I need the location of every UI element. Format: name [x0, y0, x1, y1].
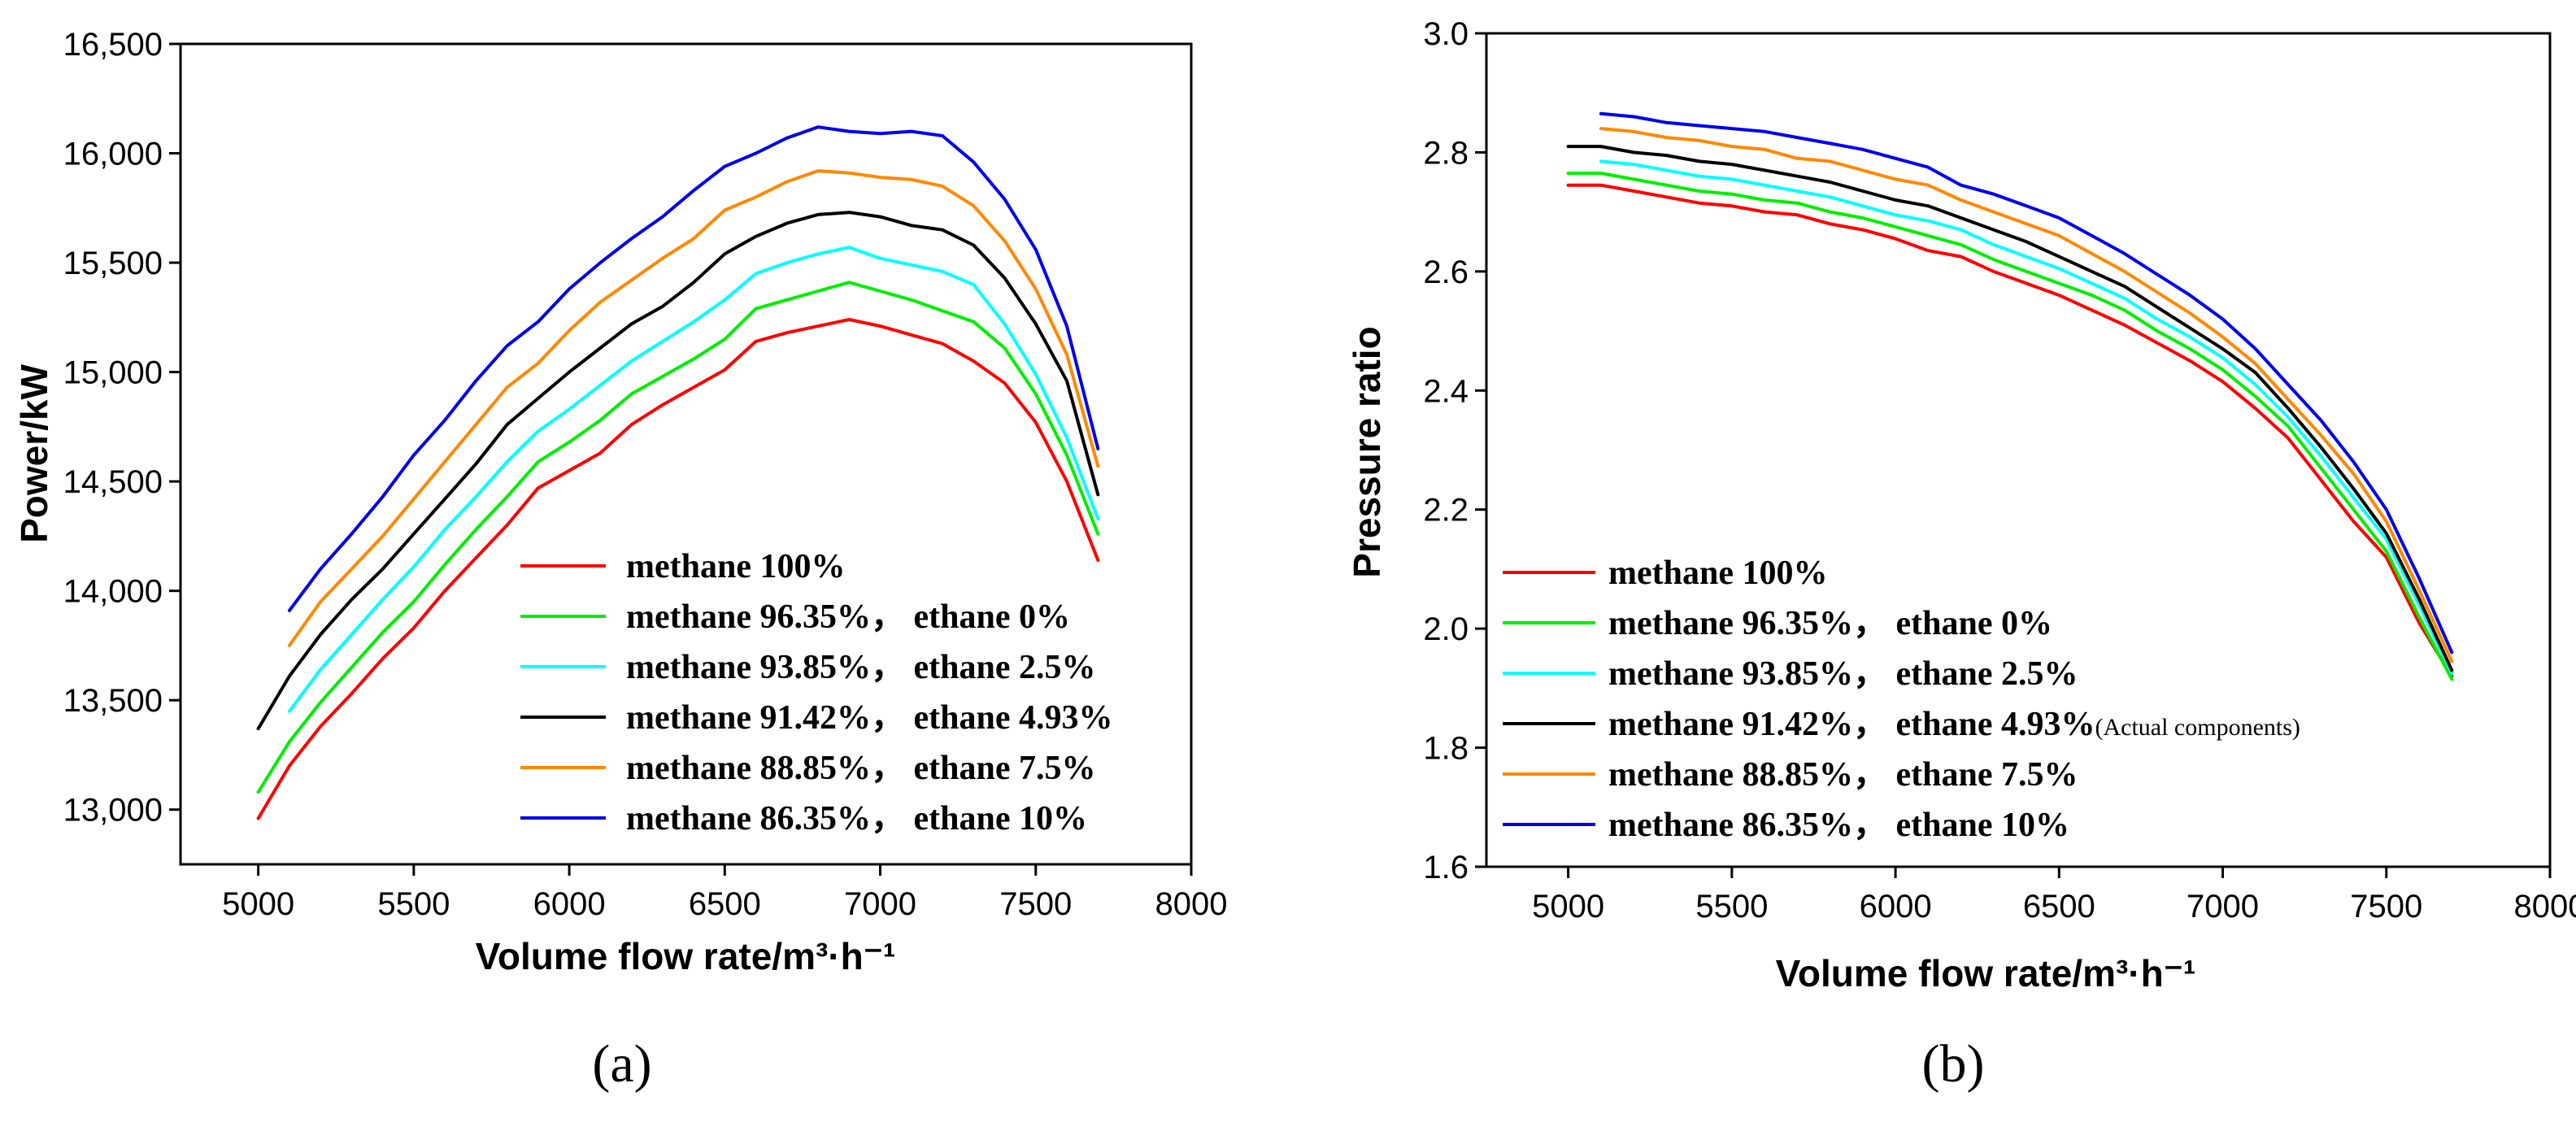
panel-label: (a) — [592, 1034, 651, 1094]
legend-note: (Actual components) — [2095, 714, 2300, 741]
legend-label: methane 93.85%， ethane 2.5% — [626, 649, 1095, 686]
series-line-3 — [287, 246, 1100, 713]
y-tick-label: 15,000 — [63, 355, 163, 391]
legend-label: methane 91.42%， ethane 4.93% — [626, 699, 1112, 737]
plot-frame — [179, 42, 1193, 866]
x-tick-label: 7500 — [2350, 889, 2422, 924]
y-tick-label: 2.6 — [1423, 254, 1469, 290]
series-line-4 — [256, 211, 1100, 731]
x-tick-label: 8000 — [2514, 889, 2576, 924]
legend-entry-4: methane 91.42%， ethane 4.93%(Actual comp… — [1608, 706, 2300, 743]
x-tick-label: 5500 — [1695, 889, 1768, 924]
legend-label: methane 91.42%， ethane 4.93% — [1608, 706, 2095, 743]
legend-label: methane 88.85%， ethane 7.5% — [626, 750, 1095, 787]
legend-label: methane 88.85%， ethane 7.5% — [1608, 756, 2078, 794]
legend-label: methane 86.35%， ethane 10% — [626, 800, 1087, 837]
y-tick-label: 2.4 — [1423, 373, 1469, 409]
x-tick-label: 8000 — [1155, 886, 1228, 922]
legend-entry-1: methane 100% — [1608, 555, 1827, 592]
x-tick-label: 5000 — [1532, 889, 1604, 924]
legend-label: methane 96.35%， ethane 0% — [1608, 605, 2052, 642]
legend-entry-6: methane 86.35%， ethane 10% — [626, 800, 1087, 837]
panel-label: (b) — [1922, 1034, 1985, 1094]
y-tick-label: 14,500 — [63, 464, 163, 500]
legend-entry-4: methane 91.42%， ethane 4.93% — [626, 699, 1112, 737]
x-tick-label: 5000 — [222, 886, 294, 922]
y-tick-label: 2.2 — [1423, 493, 1469, 529]
series-line-2 — [256, 281, 1100, 794]
y-tick-label: 2.8 — [1423, 135, 1469, 171]
legend-entry-3: methane 93.85%， ethane 2.5% — [626, 649, 1095, 686]
legend-entry-5: methane 88.85%， ethane 7.5% — [626, 750, 1095, 787]
series-line-6 — [287, 125, 1100, 612]
y-tick-label: 15,500 — [63, 246, 163, 281]
series-line-1 — [1566, 183, 2454, 678]
x-tick-label: 6000 — [1860, 889, 1932, 924]
y-tick-label: 3.0 — [1423, 16, 1469, 52]
x-tick-label: 7500 — [999, 886, 1072, 922]
y-axis-title: Pressure ratio — [1346, 326, 1388, 577]
x-axis-title: Volume flow rate/m³·h⁻¹ — [476, 935, 896, 977]
legend-entry-5: methane 88.85%， ethane 7.5% — [1608, 756, 2078, 794]
x-tick-label: 6000 — [533, 886, 606, 922]
x-tick-label: 5500 — [377, 886, 450, 922]
legend-label: methane 86.35%， ethane 10% — [1608, 807, 2069, 844]
legend-entry-2: methane 96.35%， ethane 0% — [626, 598, 1070, 636]
y-axis-title: Power/kW — [13, 364, 55, 543]
y-tick-label: 2.0 — [1423, 611, 1469, 647]
y-tick-label: 1.6 — [1423, 850, 1469, 885]
series-line-3 — [1599, 159, 2454, 676]
x-tick-label: 7000 — [2187, 889, 2259, 924]
legend-label: methane 100% — [1608, 555, 1827, 592]
series-line-6 — [1599, 111, 2454, 655]
series-line-1 — [256, 318, 1100, 820]
y-tick-label: 14,000 — [63, 574, 163, 610]
y-tick-label: 16,000 — [63, 137, 163, 172]
series-line-2 — [1566, 172, 2454, 681]
legend-label: methane 93.85%， ethane 2.5% — [1608, 655, 2078, 693]
series-line-5 — [1599, 127, 2454, 663]
series-line-5 — [287, 169, 1100, 647]
legend-label: methane 100% — [626, 548, 845, 585]
legend-entry-3: methane 93.85%， ethane 2.5% — [1608, 655, 2078, 693]
x-tick-label: 6500 — [689, 886, 761, 922]
legend-entry-1: methane 100% — [626, 548, 845, 585]
legend-entry-2: methane 96.35%， ethane 0% — [1608, 605, 2052, 642]
legend-entry-6: methane 86.35%， ethane 10% — [1608, 807, 2069, 844]
panel-b-chart: 5000 5500 6000 6500 7000 7500 8000 1.6 1.8 2.0 2.2… — [1346, 16, 2576, 1094]
x-axis-title: Volume flow rate/m³·h⁻¹ — [1776, 952, 2196, 994]
series-line-4 — [1566, 145, 2454, 672]
legend-label: methane 96.35%， ethane 0% — [626, 598, 1070, 636]
y-tick-label: 13,000 — [63, 793, 163, 829]
x-tick-label: 7000 — [844, 886, 916, 922]
y-tick-label: 16,500 — [63, 27, 163, 63]
y-tick-label: 1.8 — [1423, 731, 1469, 767]
y-tick-label: 13,500 — [63, 683, 163, 719]
panel-a-chart: 5000 5500 6000 6500 7000 7500 8000 13,000 13,500… — [13, 27, 1227, 1094]
x-tick-label: 6500 — [2023, 889, 2095, 924]
plot-frame — [1485, 32, 2552, 868]
